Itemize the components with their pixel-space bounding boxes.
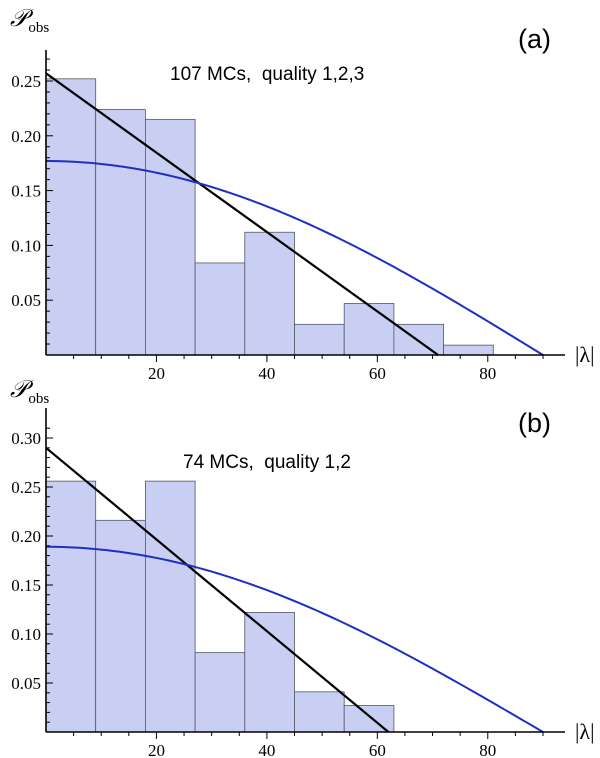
- histogram-bar: [343, 303, 395, 356]
- x-tick-label: 20: [148, 364, 165, 383]
- y-axis-label: 𝒫obs: [10, 377, 49, 407]
- x-axis-label: |λ|: [575, 342, 594, 367]
- histogram-bar: [244, 612, 295, 733]
- x-tick-label: 60: [369, 741, 386, 758]
- histogram-bar: [144, 480, 196, 733]
- linear-fit-line: [45, 72, 439, 356]
- histogram-bar: [244, 231, 295, 356]
- y-tick-label: 0.05: [11, 674, 41, 693]
- y-axis-label-subscript: obs: [28, 20, 49, 36]
- panel-label: (a): [518, 24, 551, 54]
- histogram-bar: [343, 705, 395, 733]
- x-axis-label: |λ|: [575, 719, 594, 744]
- panel-label: (b): [518, 408, 551, 438]
- histogram-bar: [294, 691, 345, 733]
- linear-fit-line: [45, 446, 390, 733]
- x-tick-label: 20: [148, 741, 165, 758]
- histogram-bar: [194, 652, 246, 733]
- panel-a: 20 40 60 80 0.05 0.10 0.15 0.20 0.25 𝒫obs |λ| (a) 10…: [10, 6, 594, 383]
- sample-annotation: 107 MCs, quality 1,2,3: [170, 64, 364, 85]
- histogram-bar: [443, 344, 494, 356]
- histogram-bar: [45, 480, 97, 733]
- sample-annotation: 74 MCs, quality 1,2: [183, 452, 351, 473]
- y-tick-label: 0.15: [11, 576, 41, 595]
- y-tick-label: 0.15: [11, 182, 41, 201]
- x-tick-label: 40: [258, 364, 275, 383]
- x-tick-label: 80: [479, 741, 496, 758]
- y-tick-label: 0.25: [11, 72, 41, 91]
- y-axis-label: 𝒫obs: [10, 6, 49, 36]
- y-tick-label: 0.10: [11, 236, 41, 255]
- y-tick-label: 0.05: [11, 291, 41, 310]
- x-tick-label: 40: [258, 741, 275, 758]
- x-tick-label: 80: [479, 364, 496, 383]
- y-tick-label: 0.30: [11, 429, 41, 448]
- x-tick-label: 60: [369, 364, 386, 383]
- panel-b: 20 40 60 80 0.05 0.10 0.15 0.20 0.25 0.30 𝒫obs |λ| (…: [10, 377, 594, 758]
- histogram-bar: [45, 78, 97, 356]
- y-tick-label: 0.25: [11, 478, 41, 497]
- histogram-bar: [294, 323, 345, 356]
- histogram-bar: [194, 262, 246, 356]
- histogram-bar: [95, 519, 146, 733]
- y-tick-label: 0.20: [11, 127, 41, 146]
- y-tick-label: 0.10: [11, 625, 41, 644]
- y-tick-label: 0.20: [11, 527, 41, 546]
- y-axis-label-subscript: obs: [28, 391, 49, 407]
- histogram-bar: [95, 109, 146, 356]
- histogram-bar: [144, 118, 196, 356]
- cosine-curve: [45, 160, 544, 356]
- cosine-curve: [45, 545, 544, 733]
